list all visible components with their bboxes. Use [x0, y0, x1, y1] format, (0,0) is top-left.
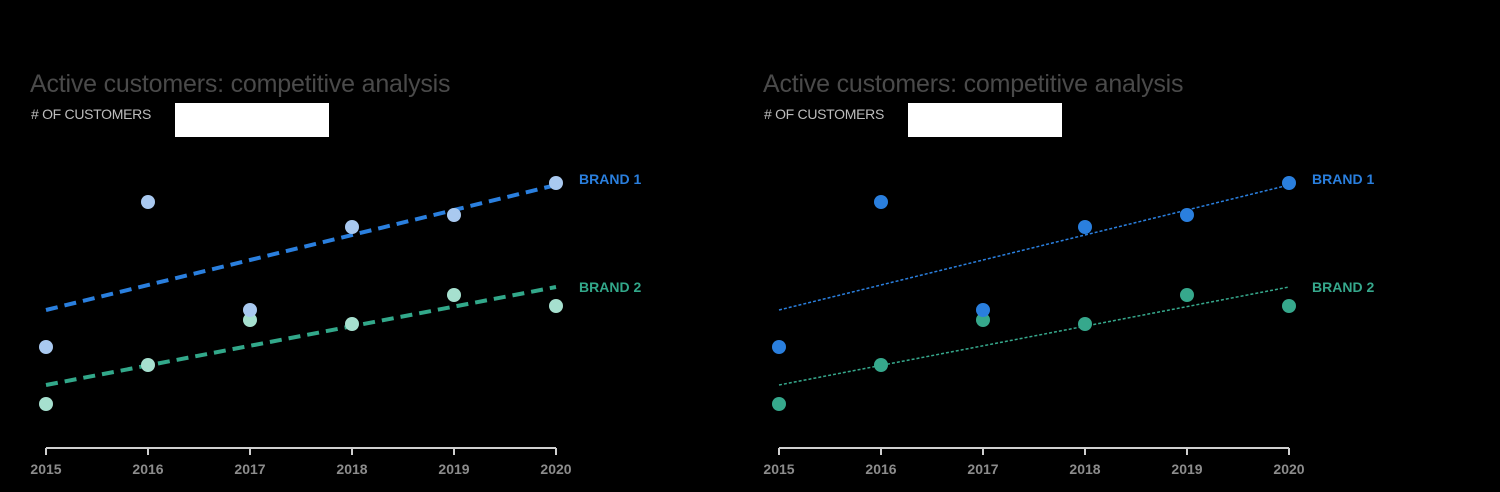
- data-point: [345, 317, 359, 331]
- legend-brand2: BRAND 2: [1312, 279, 1374, 295]
- chart-panel-left: Active customers: competitive analysis #…: [0, 0, 740, 492]
- legend-brand1: BRAND 1: [579, 171, 641, 187]
- data-point: [345, 220, 359, 234]
- x-tick-label: 2017: [967, 461, 998, 477]
- data-point: [772, 397, 786, 411]
- data-point: [1282, 299, 1296, 313]
- data-point: [1078, 220, 1092, 234]
- data-point: [874, 195, 888, 209]
- x-tick-label: 2017: [234, 461, 265, 477]
- legend-brand1: BRAND 1: [1312, 171, 1374, 187]
- trend-line-brand2: [45, 285, 557, 387]
- data-point: [772, 340, 786, 354]
- plot-area: 2015 2016 2017 2018 2019 2020 BRAND 1 BRAND 2: [763, 171, 1374, 477]
- x-tick-label: 2016: [132, 461, 163, 477]
- x-tick-label: 2016: [865, 461, 896, 477]
- y-axis-label: # OF CUSTOMERS: [31, 106, 152, 122]
- data-point: [39, 397, 53, 411]
- chart-title: Active customers: competitive analysis: [30, 70, 451, 98]
- x-tick-label: 2019: [1171, 461, 1202, 477]
- data-point: [243, 313, 257, 327]
- data-point: [1078, 317, 1092, 331]
- data-point: [447, 288, 461, 302]
- chart-title: Active customers: competitive analysis: [763, 70, 1184, 98]
- x-tick-label: 2018: [1069, 461, 1100, 477]
- data-point: [1282, 176, 1296, 190]
- data-point: [447, 208, 461, 222]
- chart-panel-right: Active customers: competitive analysis #…: [733, 0, 1473, 492]
- plot-area: 2015 2016 2017 2018 2019 2020 BRAND 1 BRAND 2: [30, 171, 641, 477]
- data-point: [976, 313, 990, 327]
- x-tick-label: 2019: [438, 461, 469, 477]
- x-axis: 2015 2016 2017 2018 2019 2020: [30, 447, 572, 477]
- data-point: [1180, 288, 1194, 302]
- y-axis-label: # OF CUSTOMERS: [764, 106, 885, 122]
- redaction-box: [175, 103, 329, 137]
- x-tick-label: 2018: [336, 461, 367, 477]
- series-brand2-points: [772, 288, 1296, 411]
- data-point: [549, 299, 563, 313]
- data-point: [976, 303, 990, 317]
- x-tick-label: 2020: [540, 461, 571, 477]
- data-point: [874, 358, 888, 372]
- redaction-box: [908, 103, 1062, 137]
- trend-line-brand1: [778, 184, 1290, 311]
- series-brand1-points: [39, 176, 563, 354]
- x-tick-label: 2015: [30, 461, 61, 477]
- data-point: [1180, 208, 1194, 222]
- x-tick-label: 2020: [1273, 461, 1304, 477]
- x-tick-label: 2015: [763, 461, 794, 477]
- x-axis: 2015 2016 2017 2018 2019 2020: [763, 447, 1305, 477]
- series-brand1-points: [772, 176, 1296, 354]
- data-point: [141, 195, 155, 209]
- data-point: [39, 340, 53, 354]
- trend-line-brand1: [45, 183, 557, 312]
- data-point: [549, 176, 563, 190]
- data-point: [243, 303, 257, 317]
- data-point: [141, 358, 155, 372]
- trend-line-brand2: [778, 286, 1290, 386]
- series-brand2-points: [39, 288, 563, 411]
- legend-brand2: BRAND 2: [579, 279, 641, 295]
